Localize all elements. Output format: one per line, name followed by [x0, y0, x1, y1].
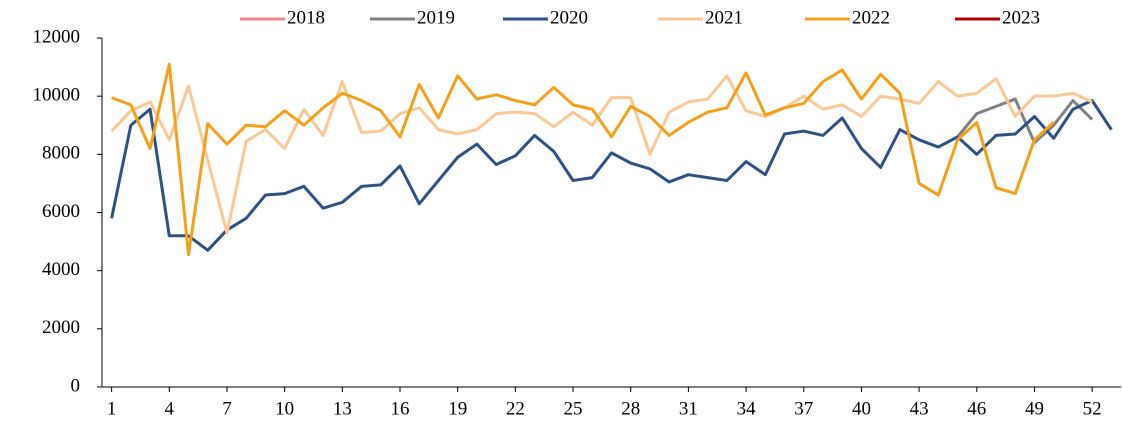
x-tick-label: 31	[679, 398, 698, 419]
legend-label: 2022	[852, 7, 890, 28]
x-tick-label: 49	[1025, 398, 1044, 419]
x-tick-label: 37	[794, 398, 813, 419]
x-tick-label: 16	[391, 398, 410, 419]
x-tick-label: 22	[506, 398, 525, 419]
x-tick-label: 34	[737, 398, 757, 419]
y-tick-label: 10000	[33, 85, 81, 106]
x-tick-label: 4	[165, 398, 175, 419]
x-tick-label: 25	[564, 398, 583, 419]
y-tick-label: 6000	[42, 201, 80, 222]
x-tick-label: 1	[107, 398, 117, 419]
legend-label: 2020	[550, 7, 588, 28]
series-line	[110, 74, 1093, 235]
series-line	[110, 99, 1113, 252]
y-tick-label: 8000	[42, 143, 80, 164]
series-line	[111, 62, 1055, 257]
x-tick-label: 19	[448, 398, 467, 419]
y-tick-label: 2000	[42, 317, 80, 338]
legend-label: 2023	[1002, 7, 1040, 28]
x-tick-label: 43	[910, 398, 929, 419]
y-tick-label: 12000	[33, 26, 81, 47]
y-tick-label: 4000	[42, 259, 80, 280]
x-tick-label: 46	[967, 398, 986, 419]
series-line	[956, 97, 1094, 145]
y-tick-label: 0	[71, 375, 81, 396]
legend-label: 2018	[287, 7, 325, 28]
x-tick-label: 10	[275, 398, 294, 419]
legend-label: 2021	[705, 7, 743, 28]
legend-label: 2019	[417, 7, 455, 28]
x-tick-label: 13	[333, 398, 352, 419]
x-tick-label: 28	[621, 398, 640, 419]
x-tick-label: 52	[1083, 398, 1102, 419]
x-tick-label: 40	[852, 398, 871, 419]
x-tick-label: 7	[222, 398, 232, 419]
